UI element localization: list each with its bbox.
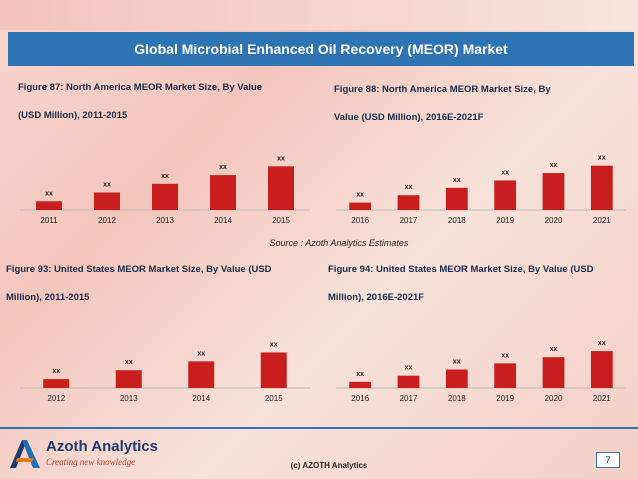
figure-88-title-line1: Figure 88: North America MEOR Market Siz… bbox=[334, 84, 551, 95]
tick-label-2018: 2018 bbox=[448, 216, 466, 225]
tick-label-2018: 2018 bbox=[448, 394, 466, 403]
bar-2021 bbox=[590, 165, 613, 210]
bar-2016 bbox=[349, 202, 372, 210]
bar-2018 bbox=[445, 369, 468, 388]
tick-label-2013: 2013 bbox=[156, 216, 174, 225]
data-label-2018: xx bbox=[453, 359, 461, 366]
figure-93-title-line2: Million), 2011-2015 bbox=[6, 292, 90, 303]
bar-2015 bbox=[268, 166, 294, 210]
tick-label-2011: 2011 bbox=[40, 216, 58, 225]
bar-2016 bbox=[349, 381, 372, 388]
page-title: Global Microbial Enhanced Oil Recovery (… bbox=[8, 32, 634, 66]
data-label-2014: xx bbox=[197, 350, 205, 357]
tick-label-2013: 2013 bbox=[120, 394, 138, 403]
tick-label-2012: 2012 bbox=[98, 216, 116, 225]
tick-label-2019: 2019 bbox=[496, 394, 514, 403]
tick-label-2021: 2021 bbox=[593, 216, 611, 225]
tick-label-2015: 2015 bbox=[272, 216, 290, 225]
tick-label-2012: 2012 bbox=[47, 394, 65, 403]
bar-2015 bbox=[260, 352, 287, 388]
data-label-2019: xx bbox=[501, 169, 509, 176]
data-label-2018: xx bbox=[453, 177, 461, 184]
bar-2021 bbox=[590, 351, 613, 388]
figure-88-title: Figure 88: North America MEOR Market Siz… bbox=[334, 76, 551, 132]
data-label-2011: xx bbox=[45, 190, 53, 197]
logo-tagline: Creating new knowledge bbox=[46, 457, 136, 467]
data-label-2013: xx bbox=[125, 359, 133, 366]
tick-label-2014: 2014 bbox=[192, 394, 210, 403]
tick-label-2016: 2016 bbox=[351, 216, 369, 225]
azoth-logo: Azoth Analytics Creating new knowledge bbox=[8, 436, 178, 472]
data-label-2016: xx bbox=[356, 192, 364, 199]
data-label-2015: xx bbox=[270, 341, 278, 348]
figure-93-title-line1: Figure 93: United States MEOR Market Siz… bbox=[6, 264, 272, 275]
tick-label-2020: 2020 bbox=[545, 394, 563, 403]
data-label-2020: xx bbox=[550, 346, 558, 353]
bar-2019 bbox=[494, 363, 517, 388]
bar-2019 bbox=[494, 180, 517, 210]
bar-2017 bbox=[397, 375, 420, 388]
figure-87-chart: xx 2011 xx 2012 xx 2013 xx 2014 xx 2015 bbox=[20, 155, 310, 225]
bar-2014 bbox=[188, 361, 215, 388]
data-label-2015: xx bbox=[277, 155, 285, 162]
bar-2014 bbox=[210, 175, 236, 210]
figure-94-chart: xx 2016 xx 2017 xx 2018 xx 2019 xx 2020 xx 2021 bbox=[336, 340, 626, 403]
footer-divider bbox=[0, 427, 638, 429]
bar-2020 bbox=[542, 173, 565, 210]
tick-label-2017: 2017 bbox=[400, 216, 418, 225]
bar-2020 bbox=[542, 357, 565, 388]
figure-88-title-line2: Value (USD Million), 2016E-2021F bbox=[334, 112, 484, 123]
data-label-2020: xx bbox=[550, 162, 558, 169]
bar-2011 bbox=[36, 201, 62, 210]
figure-93-chart: xx 2012 xx 2013 xx 2014 xx 2015 bbox=[20, 341, 310, 403]
bar-2013 bbox=[152, 183, 178, 210]
data-label-2021: xx bbox=[598, 155, 606, 162]
data-label-2016: xx bbox=[356, 371, 364, 378]
figure-94-title-line2: Million), 2016E-2021F bbox=[328, 292, 425, 303]
logo-mark-icon bbox=[10, 440, 40, 468]
tick-label-2015: 2015 bbox=[265, 394, 283, 403]
tick-label-2019: 2019 bbox=[496, 216, 514, 225]
tick-label-2020: 2020 bbox=[545, 216, 563, 225]
page-number: 7 bbox=[596, 452, 620, 468]
figure-88-chart: xx 2016 xx 2017 xx 2018 xx 2019 xx 2020 xx 2021 bbox=[336, 155, 626, 225]
bar-2018 bbox=[445, 187, 468, 210]
data-label-2012: xx bbox=[52, 368, 60, 375]
data-label-2014: xx bbox=[219, 164, 227, 171]
figure-94-title: Figure 94: United States MEOR Market Siz… bbox=[328, 256, 594, 312]
tick-label-2016: 2016 bbox=[351, 394, 369, 403]
data-label-2017: xx bbox=[405, 184, 413, 191]
source-note: Source : Azoth Analytics Estimates bbox=[269, 238, 409, 248]
bar-2012 bbox=[43, 379, 70, 388]
figure-94-title-line1: Figure 94: United States MEOR Market Siz… bbox=[328, 264, 594, 275]
bar-2013 bbox=[115, 370, 142, 388]
data-label-2012: xx bbox=[103, 182, 111, 189]
figure-87-title-line2: (USD Million), 2011-2015 bbox=[18, 110, 128, 121]
figure-87-title: Figure 87: North America MEOR Market Siz… bbox=[18, 74, 262, 130]
bar-2012 bbox=[94, 192, 120, 210]
data-label-2013: xx bbox=[161, 173, 169, 180]
figure-93-title: Figure 93: United States MEOR Market Siz… bbox=[6, 256, 272, 312]
tick-label-2014: 2014 bbox=[214, 216, 232, 225]
copyright: (c) AZOTH Analytics bbox=[290, 461, 368, 470]
data-label-2017: xx bbox=[405, 365, 413, 372]
data-label-2021: xx bbox=[598, 340, 606, 347]
top-strip bbox=[0, 0, 638, 30]
bar-2017 bbox=[397, 195, 420, 210]
tick-label-2021: 2021 bbox=[593, 394, 611, 403]
tick-label-2017: 2017 bbox=[400, 394, 418, 403]
logo-name: Azoth Analytics bbox=[46, 438, 158, 455]
figure-87-title-line1: Figure 87: North America MEOR Market Siz… bbox=[18, 82, 263, 93]
data-label-2019: xx bbox=[501, 352, 509, 359]
